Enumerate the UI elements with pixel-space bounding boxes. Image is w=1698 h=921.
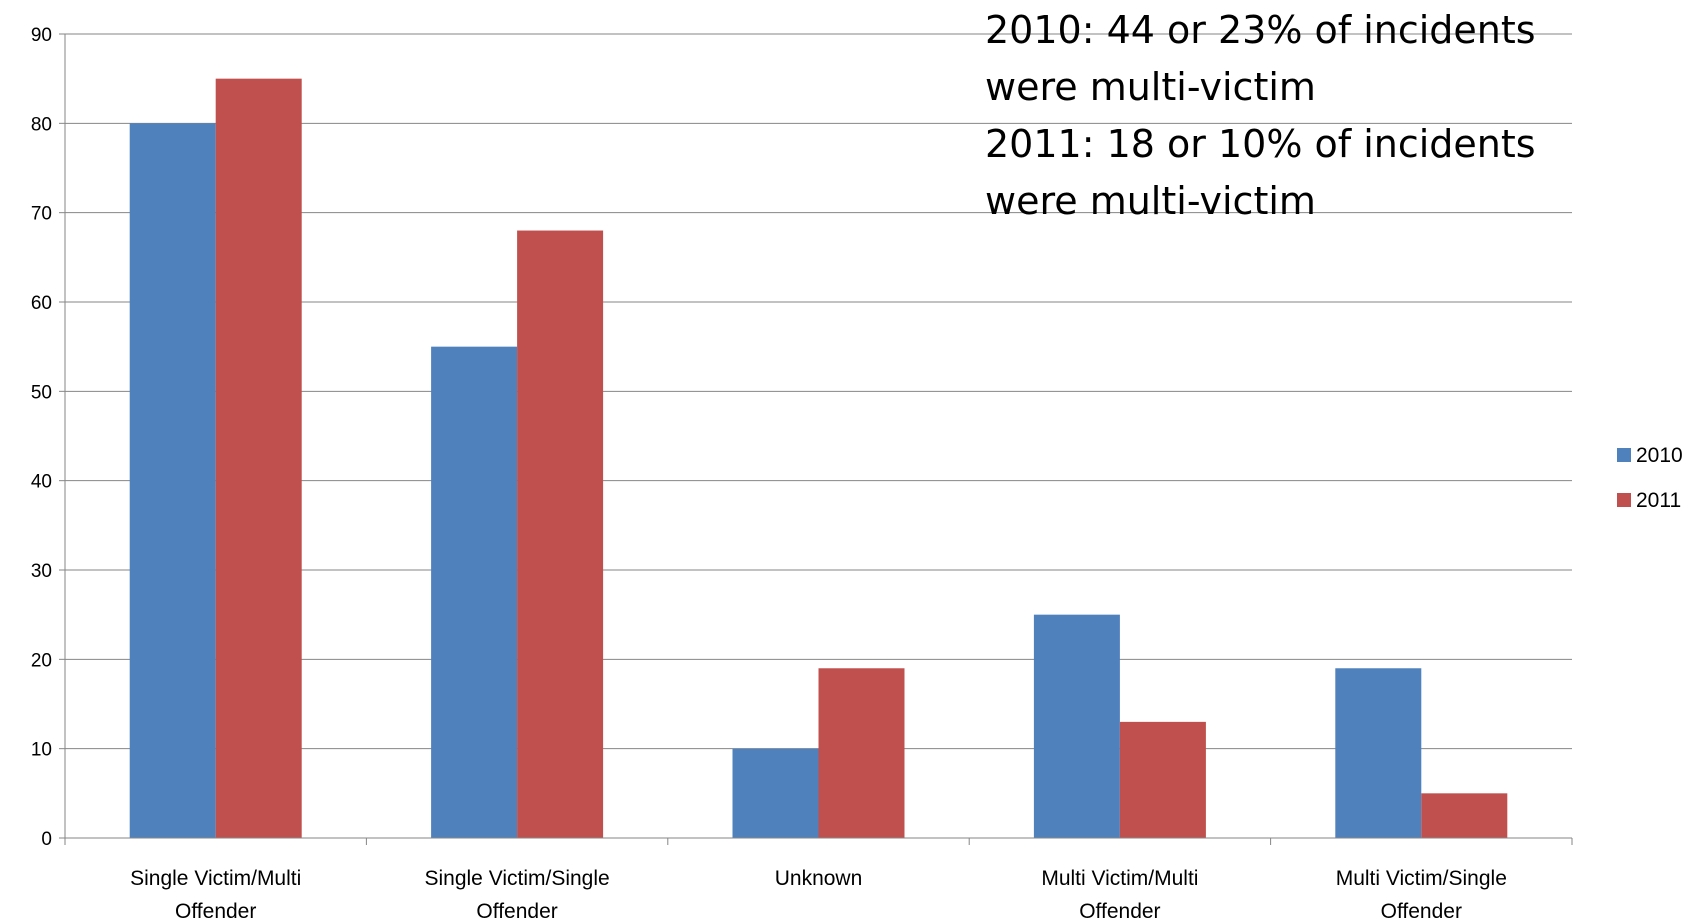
x-category-label: Offender bbox=[1079, 900, 1160, 921]
annotation-line-1: 2010: 44 or 23% of incidents bbox=[985, 8, 1536, 52]
y-tick-label: 90 bbox=[31, 25, 52, 46]
annotation-text: 2010: 44 or 23% of incidents were multi-… bbox=[985, 2, 1625, 230]
bar-2011-2 bbox=[818, 668, 905, 838]
y-tick-label: 40 bbox=[31, 472, 52, 493]
legend-swatch-2011 bbox=[1617, 493, 1631, 507]
axes bbox=[59, 33, 1573, 845]
bar-2011-3 bbox=[1119, 721, 1206, 838]
legend-label-2011: 2011 bbox=[1636, 489, 1681, 512]
y-tick-label: 0 bbox=[41, 829, 52, 850]
x-category-label: Multi Victim/Single bbox=[1336, 867, 1507, 890]
bar-2010-0 bbox=[129, 123, 216, 839]
gridlines bbox=[65, 33, 1572, 750]
x-category-label: Unknown bbox=[775, 867, 863, 890]
annotation-line-2: were multi-victim bbox=[985, 65, 1316, 109]
bar-2011-0 bbox=[215, 78, 302, 838]
y-axis-tick-labels: 0 10 20 30 40 50 60 70 80 90 bbox=[31, 25, 52, 850]
bar-2010-3 bbox=[1033, 614, 1120, 838]
x-category-label: Offender bbox=[476, 900, 557, 921]
bars bbox=[129, 78, 1508, 839]
legend: 2010 2011 bbox=[1617, 444, 1683, 512]
annotation-line-4: were multi-victim bbox=[985, 179, 1316, 223]
y-tick-label: 10 bbox=[31, 740, 52, 761]
y-tick-label: 50 bbox=[31, 382, 52, 403]
y-tick-label: 30 bbox=[31, 561, 52, 582]
y-tick-label: 20 bbox=[31, 650, 52, 671]
bar-2010-2 bbox=[732, 748, 819, 838]
bar-2010-1 bbox=[431, 346, 518, 838]
bar-2011-4 bbox=[1421, 793, 1508, 838]
x-category-label: Multi Victim/Multi bbox=[1041, 867, 1198, 890]
bar-2010-4 bbox=[1335, 668, 1422, 838]
y-tick-label: 80 bbox=[31, 114, 52, 135]
x-category-label: Single Victim/Single bbox=[424, 867, 609, 890]
x-category-label: Offender bbox=[1381, 900, 1462, 921]
annotation-line-3: 2011: 18 or 10% of incidents bbox=[985, 122, 1536, 166]
legend-label-2010: 2010 bbox=[1636, 444, 1683, 467]
bar-2011-1 bbox=[517, 230, 604, 839]
y-tick-label: 60 bbox=[31, 293, 52, 314]
x-category-label: Single Victim/Multi bbox=[130, 867, 301, 890]
y-tick-label: 70 bbox=[31, 204, 52, 225]
x-category-label: Offender bbox=[175, 900, 256, 921]
legend-swatch-2010 bbox=[1617, 448, 1631, 462]
x-axis-category-labels: Single Victim/Multi Offender Single Victim… bbox=[130, 867, 1507, 921]
